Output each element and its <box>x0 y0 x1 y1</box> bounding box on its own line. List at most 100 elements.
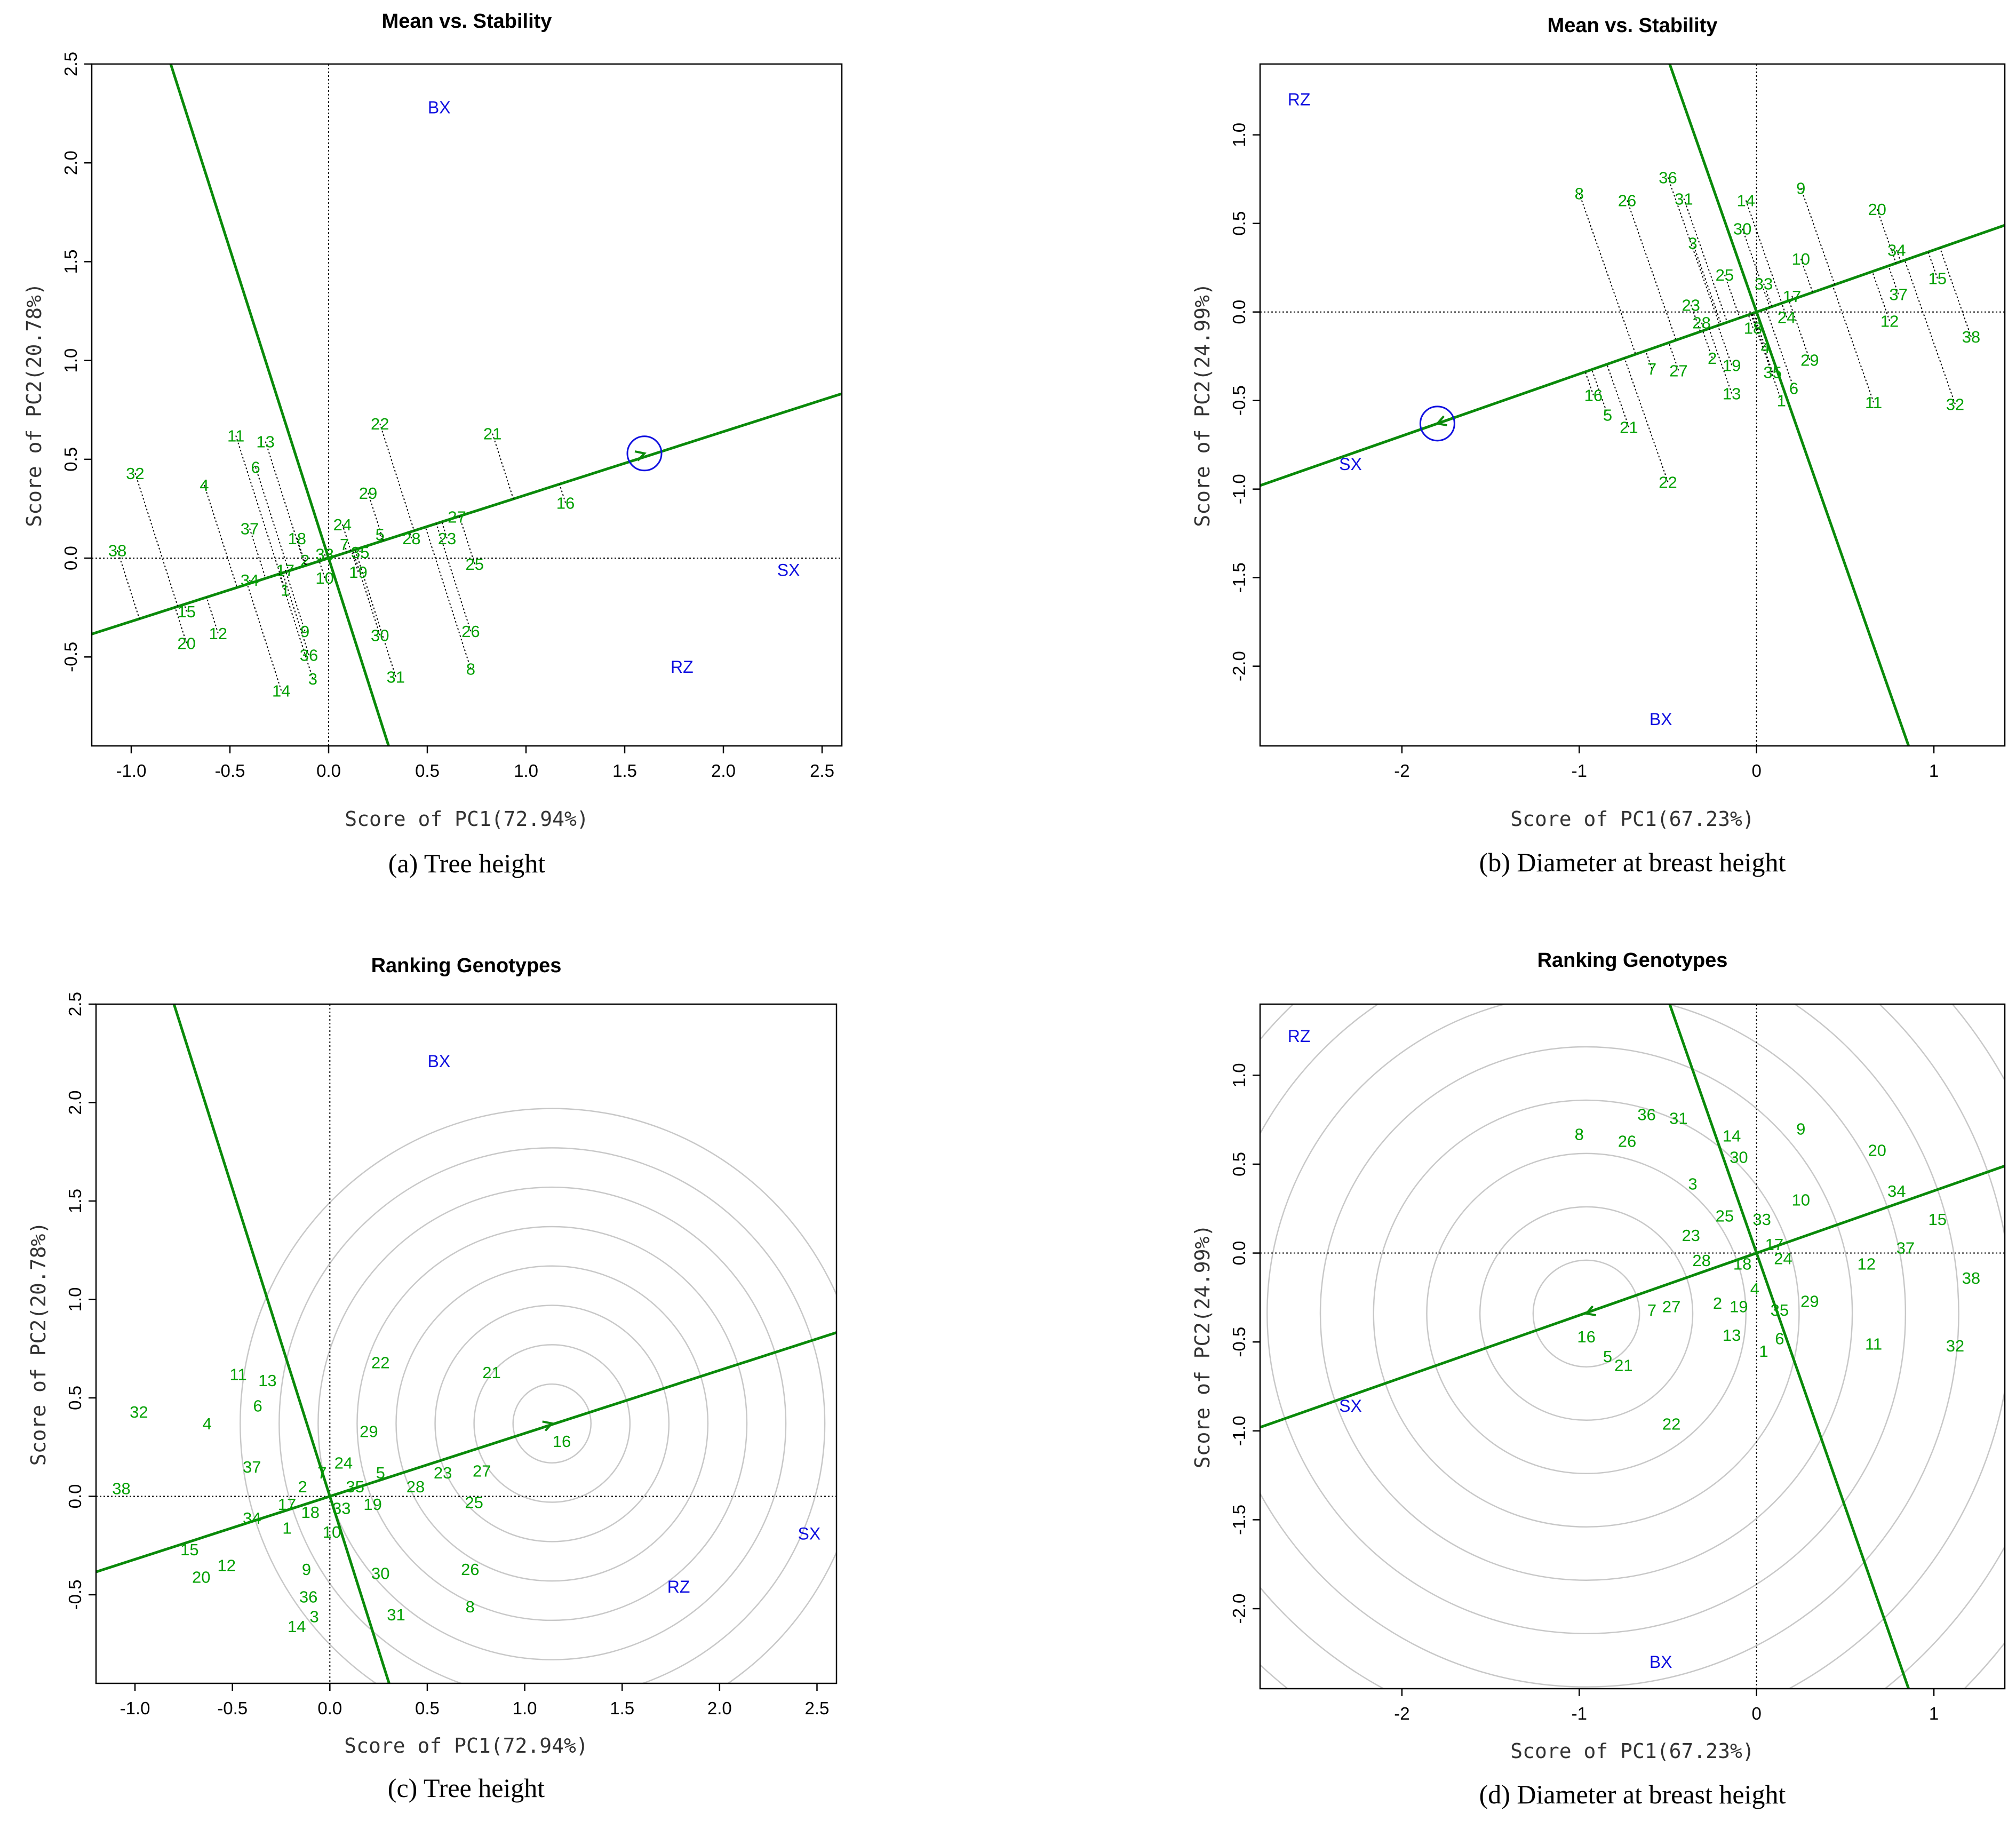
genotype-label: 7 <box>340 535 349 554</box>
genotype-label: 7 <box>317 1464 326 1482</box>
y-axis-label: Score of PC2(24.99%) <box>1191 1224 1214 1469</box>
y-tick-label: 0.5 <box>65 1386 85 1410</box>
projection-line <box>324 554 327 559</box>
aec-abscissa <box>96 1331 836 1573</box>
genotype-label: 14 <box>1723 1127 1741 1146</box>
genotype-label: 1 <box>1759 1342 1768 1361</box>
projection-line <box>1724 274 1741 319</box>
x-tick-label: 2.5 <box>810 761 834 781</box>
projection-line <box>341 524 352 552</box>
projection-line <box>379 534 383 542</box>
genotype-label: 37 <box>1889 285 1907 304</box>
panel-caption: (c) Tree height <box>388 1773 545 1803</box>
y-tick-label: 0.5 <box>1229 1152 1249 1176</box>
rank-circle <box>278 1147 826 1683</box>
projection-line <box>1627 200 1677 340</box>
genotype-label: 15 <box>1928 1210 1946 1229</box>
genotype-label: 17 <box>276 561 294 579</box>
aec-ordinate <box>1668 1004 1910 1689</box>
projection-line <box>1927 251 1938 279</box>
genotype-label: 36 <box>1659 168 1677 187</box>
genotype-label: 28 <box>1692 314 1710 332</box>
x-tick-label: 1 <box>1929 1704 1939 1723</box>
genotype-label: 23 <box>1682 296 1700 314</box>
projection-line <box>1800 188 1836 285</box>
genotype-label: 35 <box>1763 363 1781 382</box>
projection-line <box>1748 314 1754 328</box>
genotype-label: 25 <box>1716 1207 1734 1226</box>
genotype-label: 5 <box>376 526 385 544</box>
projection-line <box>265 441 306 566</box>
projection-line <box>1887 265 1899 295</box>
y-tick-label: -0.5 <box>65 1580 85 1610</box>
aec-abscissa <box>92 392 842 635</box>
projection-line <box>1745 200 1783 304</box>
x-tick-label: -0.5 <box>215 761 245 781</box>
genotype-label: 38 <box>1962 1269 1980 1287</box>
projection-line <box>358 548 361 553</box>
genotype-label: 3 <box>1688 234 1697 252</box>
aec-arrow <box>634 450 647 462</box>
x-tick-label: -0.5 <box>217 1698 248 1718</box>
genotype-label: 10 <box>1792 250 1810 268</box>
genotype-label: 34 <box>241 571 259 590</box>
genotype-label: 35 <box>1771 1301 1789 1319</box>
x-tick-label: 1.0 <box>513 1698 537 1718</box>
projection-line <box>559 484 566 503</box>
genotype-label: 13 <box>1723 1326 1741 1345</box>
projection-line <box>1701 322 1705 331</box>
environment-label: RZ <box>671 657 694 677</box>
environment-label: SX <box>798 1524 821 1544</box>
genotype-label: 37 <box>241 520 259 538</box>
x-tick-label: 2.5 <box>805 1698 830 1718</box>
y-axis-label: Score of PC2(20.78%) <box>27 1222 50 1466</box>
genotype-label: 16 <box>1577 1327 1595 1346</box>
x-tick-label: 0.0 <box>316 761 341 781</box>
projection-line <box>1591 369 1608 415</box>
projection-line <box>1763 283 1773 307</box>
environment-label: BX <box>1650 710 1672 729</box>
genotype-label: 5 <box>1603 1347 1612 1366</box>
genotype-label: 34 <box>1887 241 1906 260</box>
genotype-label: 34 <box>1887 1182 1906 1200</box>
genotype-label: 28 <box>407 1477 425 1496</box>
rank-circle <box>1479 1206 1694 1421</box>
aec-abscissa <box>1260 1164 2005 1429</box>
genotype-label: 24 <box>333 515 352 534</box>
genotype-label: 10 <box>1792 1191 1810 1210</box>
rank-circle <box>1532 1259 1640 1368</box>
genotype-label: 36 <box>300 646 318 665</box>
genotype-label: 1 <box>1777 392 1786 410</box>
x-tick-label: -2 <box>1394 1704 1409 1723</box>
genotype-label: 24 <box>334 1454 353 1473</box>
genotype-label: 32 <box>1946 1337 1964 1355</box>
genotype-label: 19 <box>1723 356 1741 375</box>
genotype-label: 4 <box>1761 338 1770 357</box>
plot-frame <box>1259 1003 2006 1690</box>
genotype-label: 10 <box>315 569 333 587</box>
projection-line <box>492 433 514 499</box>
genotype-label: 17 <box>278 1495 296 1514</box>
genotype-label: 14 <box>1736 192 1755 210</box>
y-tick-label: 1.5 <box>65 1189 85 1213</box>
genotype-label: 11 <box>1865 393 1882 412</box>
environment-label: BX <box>1650 1652 1672 1672</box>
genotype-label: 31 <box>387 667 405 686</box>
x-tick-label: -1.0 <box>120 1698 150 1718</box>
y-tick-label: 2.5 <box>65 992 85 1016</box>
genotype-label: 33 <box>1755 275 1773 293</box>
genotype-label: 2 <box>300 551 309 570</box>
y-axis-label: Score of PC2(20.78%) <box>22 283 46 527</box>
genotype-label: 4 <box>200 476 209 495</box>
genotype-label: 30 <box>1733 220 1751 238</box>
genotype-label: 27 <box>1669 361 1687 380</box>
projection-line <box>1752 313 1766 348</box>
projection-line <box>255 467 290 571</box>
genotype-label: 12 <box>1858 1255 1876 1274</box>
x-axis-label: Score of PC1(72.94%) <box>344 1734 588 1758</box>
